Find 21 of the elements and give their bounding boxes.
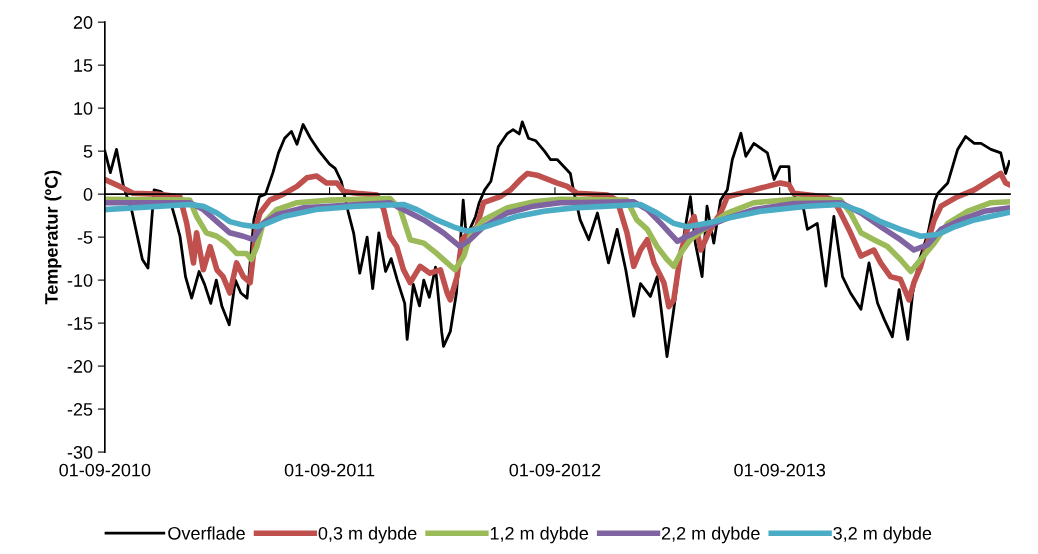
y-tick-label: 15	[74, 59, 93, 72]
y-tick-label: -15	[67, 317, 93, 330]
legend-label: 0,3 m dybde	[318, 526, 417, 544]
y-tick-label: -5	[77, 231, 93, 244]
legend-label: 3,2 m dybde	[833, 526, 932, 544]
x-tick-label: 01-09-2013	[734, 463, 826, 477]
legend-label: Overflade	[168, 526, 245, 540]
y-tick-label: -10	[67, 274, 93, 287]
y-tick-label: -30	[67, 446, 93, 459]
x-tick-label: 01-09-2012	[509, 463, 601, 477]
x-tick-label: 01-09-2010	[59, 463, 151, 477]
x-tick-label: 01-09-2011	[284, 463, 375, 477]
legend-label: 1,2 m dybde	[490, 526, 589, 544]
y-tick-label: -20	[67, 360, 93, 373]
y-tick-label: 10	[74, 102, 93, 115]
y-tick-label: -25	[67, 403, 93, 416]
y-tick-label: 20	[73, 16, 93, 29]
y-tick-label: 5	[83, 145, 93, 158]
y-axis-title: Temperatur (ºC)	[44, 170, 62, 305]
y-tick-label: 0	[83, 188, 93, 201]
legend-label: 2,2 m dybde	[661, 526, 760, 544]
